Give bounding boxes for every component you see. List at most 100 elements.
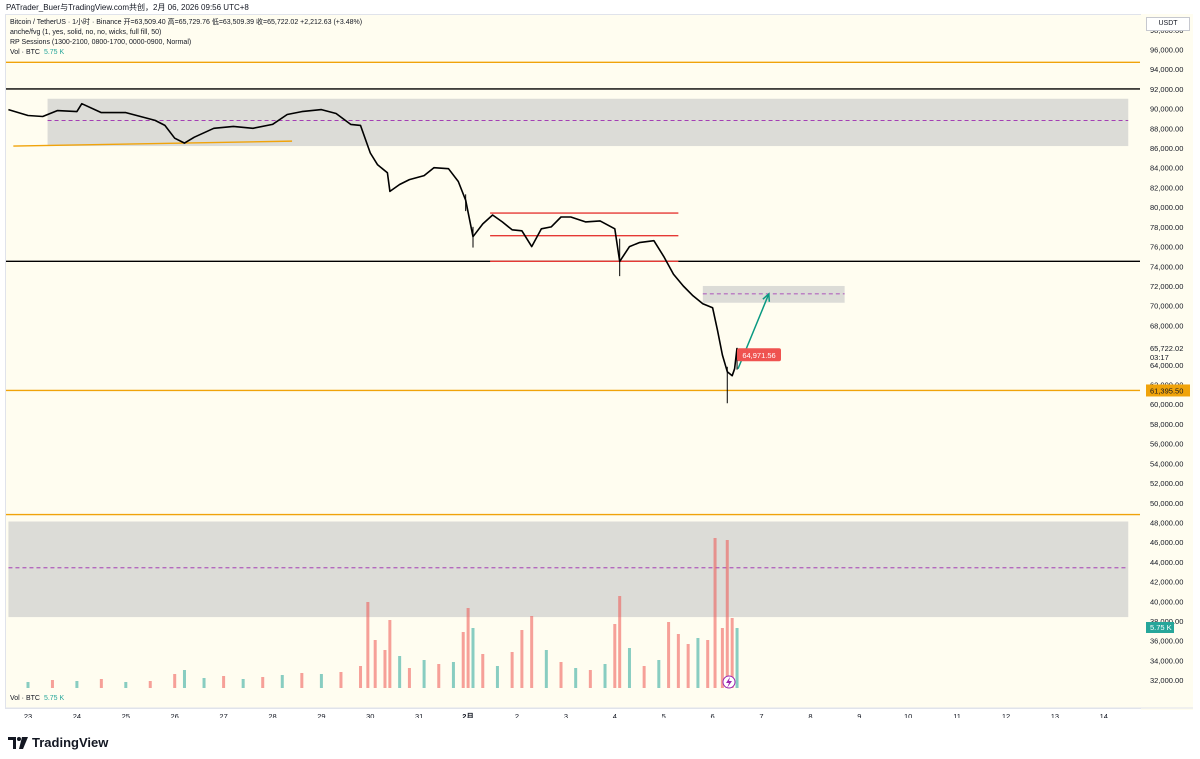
time-tick-label: 25	[122, 712, 130, 718]
volume-pane-title: Vol · BTC	[10, 695, 40, 702]
time-tick-label: 24	[73, 712, 81, 718]
volume-bar	[124, 682, 128, 688]
price-tick-label: 54,000.00	[1150, 459, 1183, 468]
price-tick-label: 56,000.00	[1150, 440, 1183, 449]
price-tick-label: 82,000.00	[1150, 183, 1183, 192]
volume-bar	[366, 602, 370, 688]
volume-bar	[75, 681, 79, 688]
volume-bar	[510, 652, 514, 688]
volume-bar	[261, 677, 265, 688]
price-marker-label: 64,971.56	[742, 351, 775, 360]
price-marker-box[interactable]	[737, 348, 781, 362]
time-tick-label: 5	[662, 712, 666, 718]
legend-symbol-line[interactable]: Bitcoin / TetherUS · 1小时 · Binance 开=63,…	[10, 19, 363, 26]
volume-bar	[222, 676, 226, 688]
volume-bar	[422, 660, 426, 688]
legend-volume-line[interactable]: Vol · BTC 5.75 K	[10, 48, 362, 58]
volume-bar	[182, 670, 186, 688]
lightning-icon	[726, 677, 732, 688]
volume-bar	[466, 608, 470, 688]
time-tick-label: 26	[171, 712, 179, 718]
time-tick-label: 12	[1002, 712, 1010, 718]
price-tick-label: 84,000.00	[1150, 164, 1183, 173]
volume-bar	[481, 654, 485, 688]
legend-indicator-fvg[interactable]: anche/fvg (1, yes, solid, no, no, wicks,…	[10, 29, 162, 36]
price-tick-label: 88,000.00	[1150, 124, 1183, 133]
time-tick-label: 2月	[462, 712, 474, 718]
price-tick-label: 70,000.00	[1150, 302, 1183, 311]
chart-watermark: PATrader_Buer与TradingView.com共创，2月 06, 2…	[6, 3, 249, 12]
volume-bar	[603, 664, 607, 688]
price-tick-label: 92,000.00	[1150, 85, 1183, 94]
volume-bar	[398, 656, 402, 688]
volume-bar	[559, 662, 563, 688]
price-chart[interactable]: 64,971.56 32,000.00 34,000.00 36,000.00 38,0…	[0, 0, 1200, 718]
trendline[interactable]	[13, 140, 293, 147]
time-tick-label: 6	[711, 712, 715, 718]
price-tick-label: 48,000.00	[1150, 518, 1183, 527]
price-tick-label: 46,000.00	[1150, 538, 1183, 547]
fvg-zone-2[interactable]	[8, 521, 1129, 618]
price-tick-label: 86,000.00	[1150, 144, 1183, 153]
volume-bar	[713, 538, 717, 688]
volume-pane-value: 5.75 K	[43, 695, 65, 702]
level-price-tag[interactable]	[1146, 384, 1190, 397]
volume-bar	[202, 678, 206, 688]
volume-bar	[26, 682, 30, 688]
volume-tag-label: 5.75 K	[1150, 623, 1172, 632]
fvg-zone-0[interactable]	[47, 98, 1129, 147]
projection-arrow-head	[762, 292, 771, 302]
volume-bar	[730, 618, 734, 688]
volume-bar	[407, 668, 411, 688]
volume-bar	[725, 540, 729, 688]
price-tick-label: 76,000.00	[1150, 243, 1183, 252]
volume-bar	[388, 620, 392, 688]
volume-pane-label[interactable]: Vol · BTC 5.75 K	[10, 695, 64, 702]
price-tick-label: 58,000.00	[1150, 420, 1183, 429]
volume-bar	[461, 632, 465, 688]
level-price-tag-label: 61,395.50	[1150, 386, 1183, 395]
time-tick-label: 4	[613, 712, 617, 718]
tradingview-logo-icon	[8, 736, 28, 749]
time-tick-label: 11	[953, 712, 961, 718]
price-tick-label: 64,000.00	[1150, 361, 1183, 370]
legend-volume-value: 5.75 K	[43, 49, 65, 56]
chart-legend: Bitcoin / TetherUS · 1小时 · Binance 开=63,…	[10, 18, 362, 58]
volume-bar	[657, 660, 661, 688]
volume-bar	[173, 674, 177, 688]
time-tick-label: 2	[515, 712, 519, 718]
time-tick-label: 14	[1100, 712, 1108, 718]
volume-bar	[520, 630, 524, 688]
price-tick-label: 36,000.00	[1150, 637, 1183, 646]
volume-bar	[300, 673, 304, 688]
volume-bar	[280, 675, 284, 688]
fvg-zone-1[interactable]	[702, 285, 845, 303]
time-tick-label: 3	[564, 712, 568, 718]
tradingview-logo[interactable]: TradingView	[8, 735, 108, 750]
price-tick-label: 60,000.00	[1150, 400, 1183, 409]
volume-bar	[339, 672, 343, 688]
volume-bar	[383, 650, 387, 688]
volume-bar	[696, 638, 700, 688]
volume-bar	[613, 624, 617, 688]
volume-tag[interactable]	[1146, 622, 1174, 633]
time-tick-label: 27	[219, 712, 227, 718]
time-tick-label: 30	[366, 712, 374, 718]
volume-bar	[50, 680, 54, 688]
volume-bar	[241, 679, 245, 688]
time-tick-label: 28	[268, 712, 276, 718]
volume-bar	[618, 596, 622, 688]
volume-bar	[574, 668, 578, 688]
volume-bar	[495, 666, 499, 688]
time-tick-label: 8	[808, 712, 812, 718]
volume-bar	[735, 628, 739, 688]
price-tick-label: 32,000.00	[1150, 676, 1183, 685]
brand-name: TradingView	[32, 735, 109, 750]
legend-indicator-sessions[interactable]: RP Sessions (1300-2100, 0800-1700, 0000-…	[10, 39, 192, 46]
price-tick-label: 78,000.00	[1150, 223, 1183, 232]
volume-bar	[676, 634, 680, 688]
price-series[interactable]	[8, 102, 738, 377]
price-tick-label: 42,000.00	[1150, 578, 1183, 587]
currency-selector[interactable]: USDT	[1146, 17, 1190, 31]
bar-countdown-label: 03:17	[1150, 353, 1169, 362]
